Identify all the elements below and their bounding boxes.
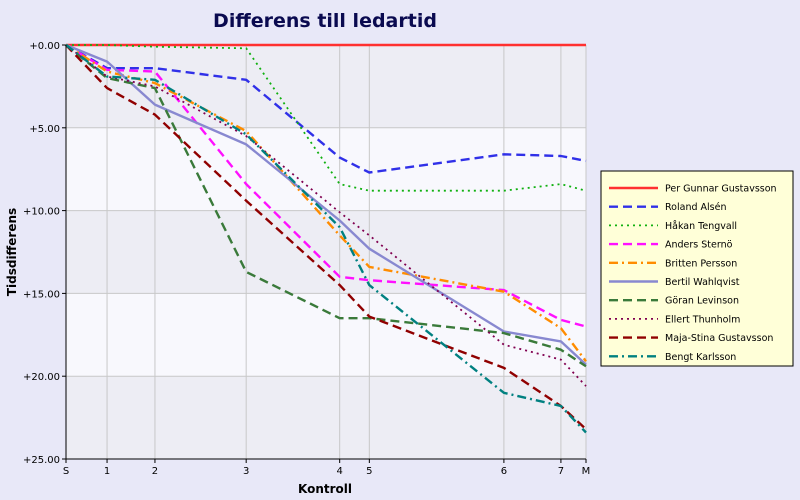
plot-band bbox=[66, 376, 586, 459]
legend-label: Bertil Wahlqvist bbox=[665, 277, 740, 288]
y-tick-label: +25.00 bbox=[23, 455, 60, 466]
x-tick-label: 6 bbox=[501, 466, 507, 477]
y-tick-label: +20.00 bbox=[23, 372, 60, 383]
plot-area bbox=[66, 45, 586, 459]
series-line-7 bbox=[65, 44, 587, 368]
y-tick-label: +15.00 bbox=[23, 289, 60, 300]
plot-band bbox=[66, 127, 586, 211]
legend-label: Roland Alsén bbox=[665, 202, 726, 213]
legend-label: Bengt Karlsson bbox=[665, 352, 736, 363]
legend-label: Per Gunnar Gustavsson bbox=[665, 184, 777, 195]
plot-band bbox=[66, 45, 586, 128]
series-layer bbox=[65, 43, 587, 434]
y-tick-label: +10.00 bbox=[23, 207, 60, 218]
series-line-6 bbox=[65, 43, 587, 366]
legend-label: Britten Persson bbox=[665, 258, 737, 269]
x-tick-label: 2 bbox=[152, 466, 158, 477]
x-tick-label: 5 bbox=[366, 466, 372, 477]
x-tick-label: 3 bbox=[243, 466, 249, 477]
legend-box bbox=[600, 170, 794, 367]
series-line-10 bbox=[65, 44, 587, 434]
x-tick-label: S bbox=[63, 466, 69, 477]
x-tick-label: M bbox=[582, 466, 591, 477]
series-line-4 bbox=[65, 43, 587, 328]
x-tick-label: 1 bbox=[104, 466, 110, 477]
series-line-9 bbox=[65, 44, 587, 431]
legend-label: Anders Sternö bbox=[665, 240, 733, 251]
x-tick-label: 7 bbox=[558, 466, 564, 477]
legend-label: Ellert Thunholm bbox=[665, 314, 740, 325]
legend-label: Håkan Tengvall bbox=[665, 221, 737, 232]
series-line-2 bbox=[65, 43, 587, 174]
legend: Per Gunnar Gustavsson Roland Alsén Håkan T… bbox=[600, 170, 794, 367]
legend-label: Maja-Stina Gustavsson bbox=[665, 333, 773, 344]
axes: +0.00 +5.00 +10.00 +15.00 +20.00 +25.00S 1 2 3 4 5… bbox=[23, 41, 590, 477]
plot-band bbox=[66, 293, 586, 377]
y-tick-label: +5.00 bbox=[29, 124, 60, 135]
x-axis-title: Kontroll bbox=[298, 482, 352, 496]
series-line-8 bbox=[65, 44, 587, 387]
y-tick-label: +0.00 bbox=[29, 41, 60, 52]
y-axis-title: Tidsdifferens bbox=[5, 208, 19, 296]
x-tick-label: 4 bbox=[336, 466, 342, 477]
chart-title: Differens till ledartid bbox=[213, 10, 437, 32]
plot-band bbox=[66, 210, 586, 294]
legend-label: Göran Levinson bbox=[665, 296, 739, 307]
